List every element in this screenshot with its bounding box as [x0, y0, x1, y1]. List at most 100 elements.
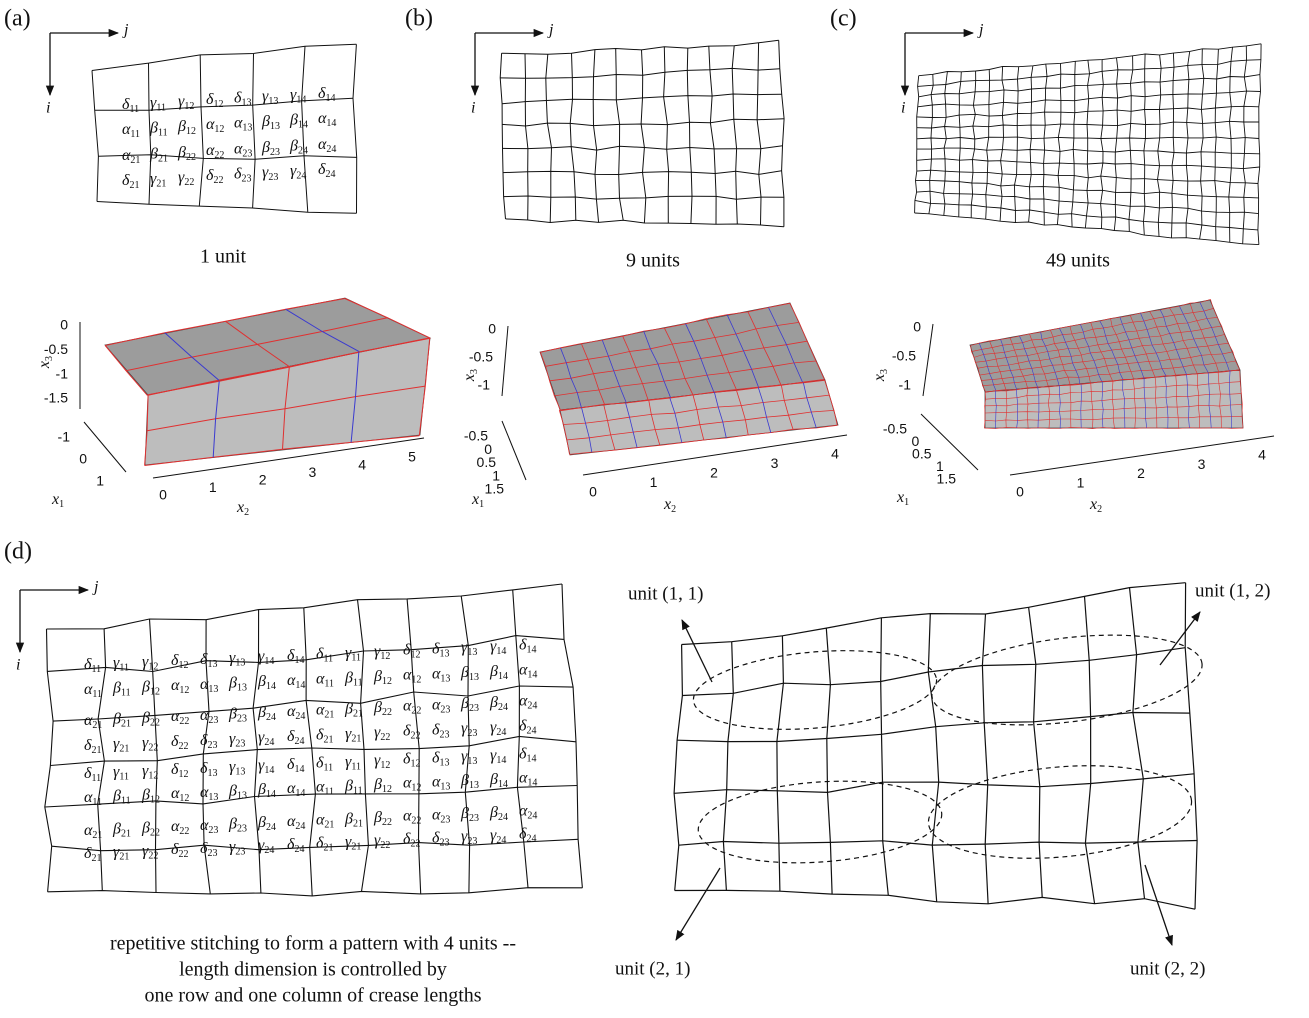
crease [675, 890, 1195, 909]
crease [45, 629, 53, 892]
axis-title: x1 [896, 489, 909, 509]
crease-label: β13 [261, 113, 280, 133]
crease-label: γ21 [150, 170, 166, 190]
crease-label: α11 [316, 670, 334, 690]
axis-label: i [901, 100, 905, 117]
crease-label: α13 [432, 773, 450, 793]
crease-label: δ11 [122, 96, 139, 116]
crease-label: α14 [519, 769, 537, 789]
crease-label: δ14 [519, 636, 536, 656]
crease-label: α24 [287, 813, 305, 833]
crease-label: γ13 [229, 758, 245, 778]
tick-label: 0 [60, 317, 68, 333]
crease-label: γ21 [345, 833, 361, 853]
tick-label: 0 [913, 319, 921, 335]
crease-label: β23 [228, 815, 247, 835]
tick-label: 1 [1077, 474, 1085, 490]
crease-label: γ11 [345, 753, 361, 773]
crease [92, 71, 98, 202]
crease-label: α13 [200, 783, 218, 803]
crease-label: γ23 [262, 164, 278, 184]
crease-label: β12 [373, 776, 392, 796]
crease [777, 636, 784, 891]
tick-label: -0.5 [469, 349, 493, 365]
tick-label: 0 [159, 487, 167, 503]
crease-label: δ24 [519, 717, 536, 737]
tick-label: 2 [1137, 465, 1145, 481]
crease-label: δ14 [287, 647, 304, 667]
crease [504, 196, 784, 199]
crease-label: β22 [141, 819, 160, 839]
crease-label: γ24 [490, 718, 506, 738]
crease-label: γ14 [290, 86, 306, 106]
unit-outline [925, 756, 1196, 869]
axis-title: x3 [36, 356, 56, 369]
crease-label: γ23 [229, 838, 245, 858]
tick-label: 0 [79, 451, 87, 467]
crease-label: γ13 [262, 88, 278, 108]
tick-label: 0 [1016, 484, 1024, 500]
crease [503, 146, 783, 150]
crease-label: δ14 [519, 745, 536, 765]
crease-label: β13 [228, 674, 247, 694]
crease-label: β12 [177, 117, 196, 137]
crease-label: α11 [122, 121, 140, 141]
crease-label: γ24 [258, 837, 274, 857]
crease-label: α22 [171, 818, 189, 838]
crease [1085, 596, 1095, 903]
crease-label: β14 [257, 781, 276, 801]
axis-label: j [547, 22, 554, 39]
axis-title: x2 [1089, 496, 1102, 516]
crease-label: δ22 [206, 167, 223, 187]
crease-label: δ13 [234, 89, 251, 109]
tick-label: 1 [96, 473, 104, 489]
crease-label: γ11 [113, 763, 129, 783]
crease [1029, 607, 1043, 897]
axis-label: j [122, 22, 129, 39]
axis-label: j [977, 22, 984, 39]
crease-label: β11 [344, 777, 363, 797]
unit-arrow [676, 868, 720, 940]
caption: length dimension is controlled by [179, 959, 447, 981]
panel-label: (a) [4, 6, 31, 32]
crease-label: δ13 [432, 640, 449, 660]
crease [1185, 583, 1197, 910]
crease-label: β21 [112, 710, 131, 730]
crease-label: γ11 [345, 644, 361, 664]
crease-label: δ21 [316, 834, 333, 854]
crease-label: δ12 [171, 652, 188, 672]
tick-label: -0.5 [883, 421, 907, 437]
crease-label: γ23 [461, 828, 477, 848]
tick-label: 0 [488, 321, 496, 337]
caption: 49 units [1046, 250, 1110, 272]
crease [826, 628, 832, 894]
axis-title: x3 [871, 369, 891, 382]
unit-arrow [1145, 865, 1172, 945]
crease-label: β11 [344, 669, 363, 689]
unit-label: unit (1, 2) [1195, 580, 1270, 601]
crease-label: δ11 [84, 656, 101, 676]
axis-line [84, 422, 126, 472]
unit-arrow [1160, 612, 1200, 665]
figure: (a) (b) (c) (d) 1 unit 9 units 49 units … [0, 0, 1309, 1018]
crease-label: δ23 [234, 165, 251, 185]
crease-label: δ14 [318, 84, 335, 104]
crease-label: δ23 [432, 829, 449, 849]
crease-label: α12 [206, 116, 224, 136]
crease-label: α23 [200, 816, 218, 836]
caption: 1 unit [200, 246, 247, 268]
crease-label: α14 [287, 780, 305, 800]
crease-label: δ22 [403, 830, 420, 850]
crease-label: δ21 [84, 845, 101, 865]
crease-label: β22 [177, 143, 196, 163]
crease-label: δ22 [171, 733, 188, 753]
crease-label: α21 [84, 712, 102, 732]
crease-label: β12 [141, 786, 160, 806]
crease-label: β14 [289, 111, 308, 131]
crease [917, 159, 1260, 169]
crease-label: γ24 [258, 729, 274, 749]
crease-label: β23 [460, 805, 479, 825]
crease-label: β12 [141, 678, 160, 698]
crease-label: α24 [318, 135, 336, 155]
crease-label: δ11 [84, 765, 101, 785]
